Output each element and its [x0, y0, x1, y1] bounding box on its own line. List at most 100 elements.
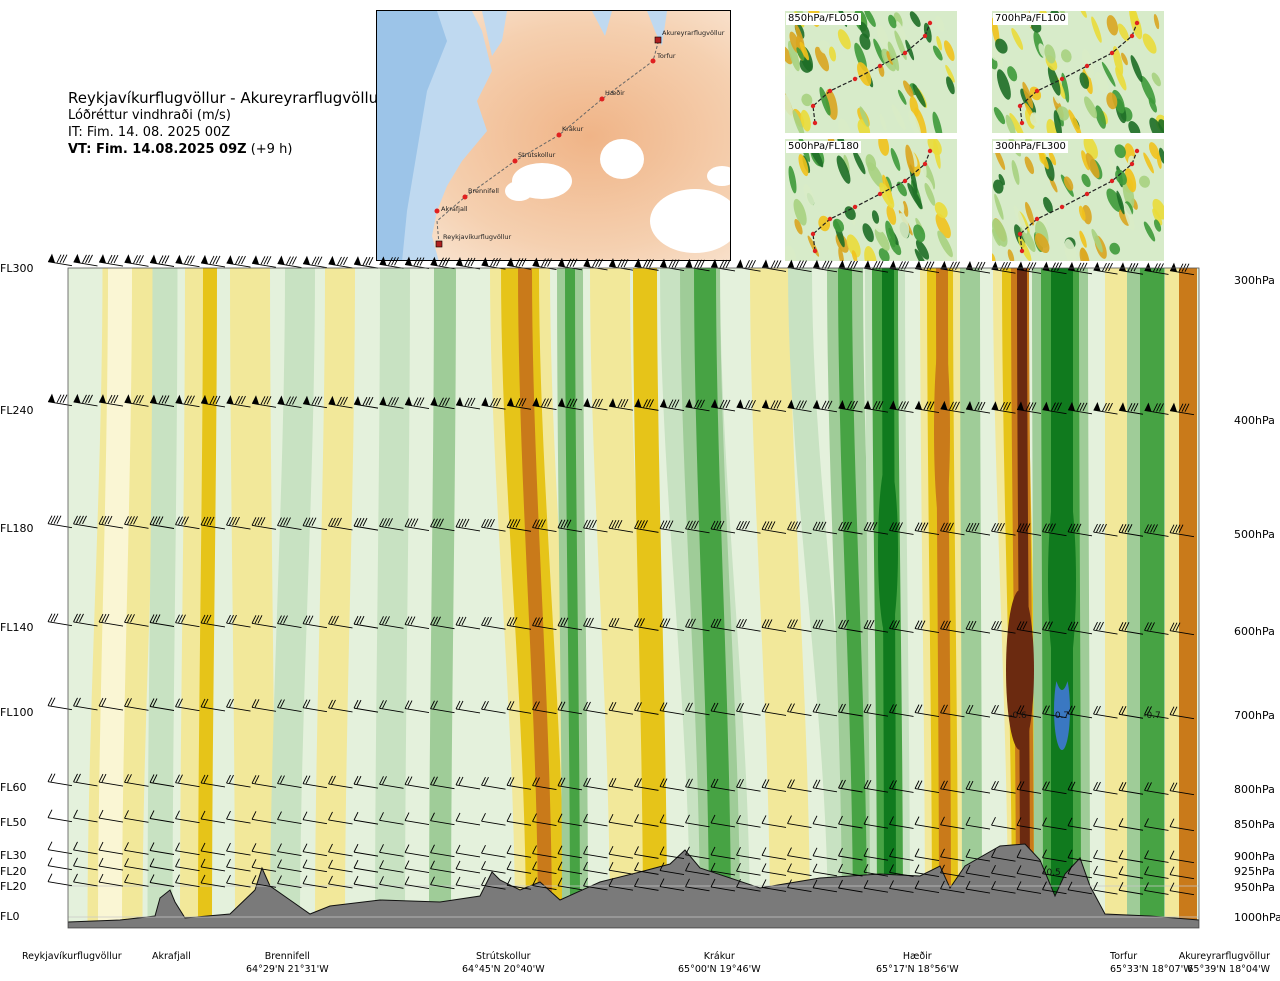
wind-barb	[73, 841, 98, 855]
wind-barb	[557, 813, 583, 827]
fl-label: FL100	[0, 706, 34, 719]
velocity-band	[270, 268, 315, 928]
wind-barb	[1067, 261, 1093, 275]
wind-barb	[965, 401, 991, 414]
wind-barb	[583, 519, 608, 533]
wind-barb	[175, 774, 200, 788]
wind-barb	[889, 864, 914, 877]
hpa-label: 500hPa	[1234, 528, 1275, 541]
wind-barb	[455, 700, 481, 714]
level-map-700[interactable]: 700hPa/FL100	[992, 11, 1164, 133]
wind-barb	[328, 843, 353, 857]
wind-barb	[277, 517, 302, 530]
fl-label: FL60	[0, 781, 27, 794]
wind-barb	[940, 522, 965, 536]
wind-barb	[1067, 781, 1093, 795]
wind-barb	[149, 254, 175, 267]
wind-barb	[404, 876, 430, 889]
wind-barb	[634, 878, 659, 891]
route-map-svg: Akureyrarflugvöllur Torfur Hæðir Krákur …	[377, 11, 730, 260]
wind-barb	[226, 858, 251, 872]
fl-label: FL20	[0, 865, 27, 878]
wind-barb	[838, 815, 863, 829]
location-coord: 65°00'N 19°46'W	[678, 964, 761, 975]
velocity-core	[1006, 590, 1034, 750]
wind-barb	[200, 394, 226, 408]
wind-barb	[1118, 818, 1144, 831]
map-label: Strútskollur	[518, 151, 556, 159]
wind-barb	[1118, 622, 1144, 635]
wind-barb	[1169, 818, 1195, 832]
wind-barb	[1093, 523, 1118, 537]
wind-barb	[226, 810, 251, 824]
wind-barb	[328, 615, 353, 629]
velocity-band	[315, 268, 355, 928]
level-map-image	[992, 11, 1164, 133]
wind-barb	[1042, 621, 1067, 635]
wind-barb	[353, 875, 379, 889]
wind-barb	[481, 397, 506, 410]
wind-barb	[889, 780, 914, 793]
wind-barb	[481, 616, 506, 630]
wind-barb	[1144, 402, 1169, 415]
wind-barb	[1042, 523, 1067, 537]
wind-barb	[914, 704, 940, 718]
wind-barb	[200, 874, 226, 888]
wind-barb	[379, 776, 404, 789]
level-map-500[interactable]: 500hPa/FL180	[785, 139, 957, 261]
wind-barb	[302, 875, 328, 889]
wind-barb	[328, 395, 353, 409]
wind-barb	[455, 616, 481, 630]
wind-barb	[710, 778, 736, 792]
wind-barb	[634, 814, 659, 827]
wind-barb	[328, 517, 353, 531]
wind-barb	[608, 845, 634, 859]
wind-barb	[73, 515, 98, 529]
level-map-300[interactable]: 300hPa/FL300	[992, 139, 1164, 261]
wind-barb	[863, 522, 889, 535]
wind-barb	[73, 697, 98, 711]
wind-barb	[1118, 782, 1144, 795]
wind-barb	[1118, 262, 1144, 275]
route-map: Akureyrarflugvöllur Torfur Hæðir Krákur …	[376, 10, 731, 261]
location-label: Hæðir 65°17'N 18°56'W	[876, 950, 959, 976]
wind-barb	[736, 618, 761, 632]
wind-barb	[200, 774, 226, 788]
wind-barb	[226, 614, 251, 628]
fl-label: FL300	[0, 262, 34, 275]
plot-frame	[67, 267, 1200, 929]
valid-time: VT: Fim. 14.08.2025 09Z (+9 h)	[68, 141, 384, 158]
wind-barb	[481, 776, 506, 790]
fl-label: FL240	[0, 404, 34, 417]
wind-barb	[583, 813, 608, 827]
location-label: Akrafjall	[152, 950, 191, 963]
wind-barb	[379, 518, 404, 531]
location-coord: 64°45'N 20°40'W	[462, 964, 545, 975]
location-name: Torfur	[1110, 951, 1138, 962]
velocity-core	[1048, 470, 1076, 690]
wind-barb	[991, 705, 1016, 718]
wind-barb	[200, 810, 226, 824]
level-map-850[interactable]: 850hPa/FL050	[785, 11, 957, 133]
wind-barb	[761, 847, 787, 860]
wind-barb	[47, 253, 73, 267]
hpa-label: 600hPa	[1234, 625, 1275, 638]
wind-barb	[608, 813, 634, 827]
wind-barb	[914, 522, 940, 536]
wind-barb	[991, 781, 1016, 794]
wind-barb	[353, 775, 379, 789]
wind-barb	[685, 814, 710, 828]
wind-barb	[889, 400, 914, 413]
wind-barb	[1144, 706, 1169, 719]
wind-barb	[736, 399, 761, 412]
location-name: Strútskollur	[476, 951, 531, 962]
wind-barb	[608, 877, 634, 891]
wind-barb	[73, 873, 98, 887]
wind-barb	[914, 864, 940, 878]
wind-barb	[634, 520, 659, 533]
wind-barb	[659, 258, 685, 272]
wind-barb	[1042, 865, 1067, 879]
wind-barb	[430, 860, 455, 874]
wind-barb	[710, 862, 736, 876]
location-coord: 64°29'N 21°31'W	[246, 964, 329, 975]
